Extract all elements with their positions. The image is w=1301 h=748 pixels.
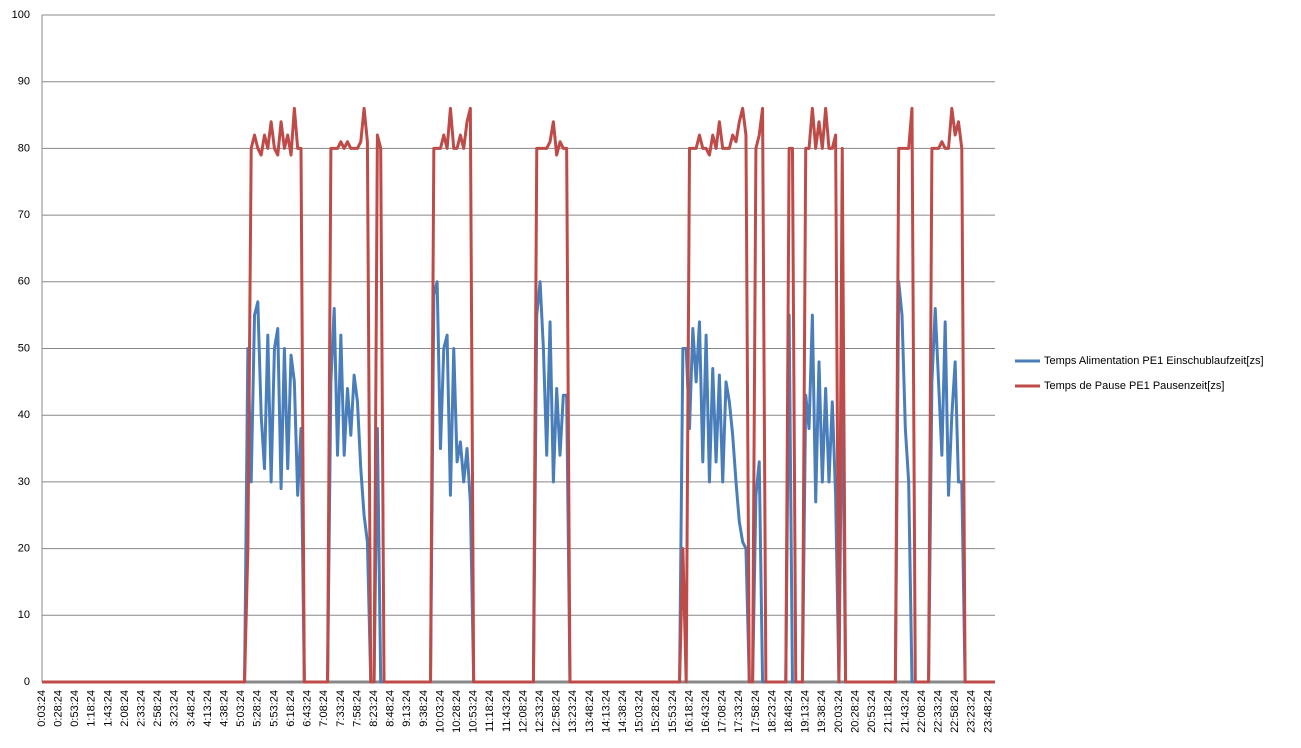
x-tick-label: 7:33:24: [335, 690, 347, 727]
x-tick-label: 15:53:24: [667, 690, 679, 733]
x-tick-label: 2:58:24: [152, 690, 164, 727]
legend-label: Temps Alimentation PE1 Einschublaufzeit[…: [1044, 355, 1264, 367]
x-tick-label: 8:23:24: [368, 690, 380, 727]
x-tick-label: 21:18:24: [883, 690, 895, 733]
x-tick-label: 23:23:24: [966, 690, 978, 733]
x-tick-label: 10:53:24: [468, 690, 480, 733]
x-tick-label: 0:53:24: [69, 690, 81, 727]
x-tick-label: 22:08:24: [916, 690, 928, 733]
x-tick-label: 14:13:24: [600, 690, 612, 733]
x-tick-label: 20:03:24: [833, 690, 845, 733]
x-tick-label: 4:13:24: [202, 690, 214, 727]
x-tick-label: 13:48:24: [584, 690, 596, 733]
x-tick-label: 5:53:24: [268, 690, 280, 727]
x-tick-label: 13:23:24: [567, 690, 579, 733]
x-tick-label: 21:43:24: [899, 690, 911, 733]
x-tick-label: 3:23:24: [169, 690, 181, 727]
y-tick-label: 70: [18, 209, 30, 221]
x-tick-label: 16:18:24: [683, 690, 695, 733]
y-tick-label: 100: [12, 9, 30, 21]
x-tick-label: 17:08:24: [717, 690, 729, 733]
y-tick-label: 40: [18, 409, 30, 421]
x-tick-label: 5:03:24: [235, 690, 247, 727]
x-tick-label: 6:43:24: [302, 690, 314, 727]
x-tick-label: 18:23:24: [766, 690, 778, 733]
x-tick-label: 12:33:24: [534, 690, 546, 733]
x-tick-label: 1:43:24: [102, 690, 114, 727]
x-tick-label: 18:48:24: [783, 690, 795, 733]
x-tick-label: 9:13:24: [401, 690, 413, 727]
x-tick-label: 5:28:24: [252, 690, 264, 727]
x-tick-label: 14:38:24: [617, 690, 629, 733]
x-tick-label: 2:08:24: [119, 690, 131, 727]
y-tick-label: 60: [18, 276, 30, 288]
series-line: [42, 106, 995, 684]
y-tick-label: 80: [18, 142, 30, 154]
x-tick-label: 2:33:24: [136, 690, 148, 727]
x-tick-label: 0:03:24: [36, 690, 48, 727]
x-tick-label: 9:38:24: [418, 690, 430, 727]
x-tick-label: 19:38:24: [816, 690, 828, 733]
x-tick-label: 4:38:24: [219, 690, 231, 727]
x-tick-label: 1:18:24: [86, 690, 98, 727]
x-tick-label: 7:58:24: [351, 690, 363, 727]
x-tick-label: 15:03:24: [634, 690, 646, 733]
x-tick-label: 22:33:24: [932, 690, 944, 733]
y-tick-label: 0: [24, 676, 30, 688]
y-tick-label: 90: [18, 76, 30, 88]
x-tick-label: 17:58:24: [750, 690, 762, 733]
y-tick-label: 20: [18, 543, 30, 555]
x-tick-label: 19:13:24: [800, 690, 812, 733]
y-tick-label: 10: [18, 609, 30, 621]
x-tick-label: 20:53:24: [866, 690, 878, 733]
x-tick-label: 11:18:24: [484, 690, 496, 732]
x-tick-label: 16:43:24: [700, 690, 712, 733]
x-tick-label: 11:43:24: [501, 690, 513, 732]
x-tick-label: 22:58:24: [949, 690, 961, 733]
x-tick-label: 0:28:24: [53, 690, 65, 727]
y-tick-label: 50: [18, 342, 30, 354]
x-tick-label: 3:48:24: [185, 690, 197, 727]
y-tick-label: 30: [18, 476, 30, 488]
legend-label: Temps de Pause PE1 Pausenzeit[zs]: [1044, 380, 1224, 392]
x-tick-label: 17:33:24: [733, 690, 745, 733]
x-tick-label: 10:03:24: [434, 690, 446, 733]
x-tick-label: 15:28:24: [650, 690, 662, 733]
x-tick-label: 20:28:24: [849, 690, 861, 733]
x-tick-label: 8:48:24: [385, 690, 397, 727]
x-tick-label: 7:08:24: [318, 690, 330, 727]
x-tick-label: 23:48:24: [982, 690, 994, 733]
x-tick-label: 12:58:24: [551, 690, 563, 733]
x-tick-label: 10:28:24: [451, 690, 463, 733]
x-tick-label: 12:08:24: [517, 690, 529, 733]
x-tick-label: 6:18:24: [285, 690, 297, 727]
